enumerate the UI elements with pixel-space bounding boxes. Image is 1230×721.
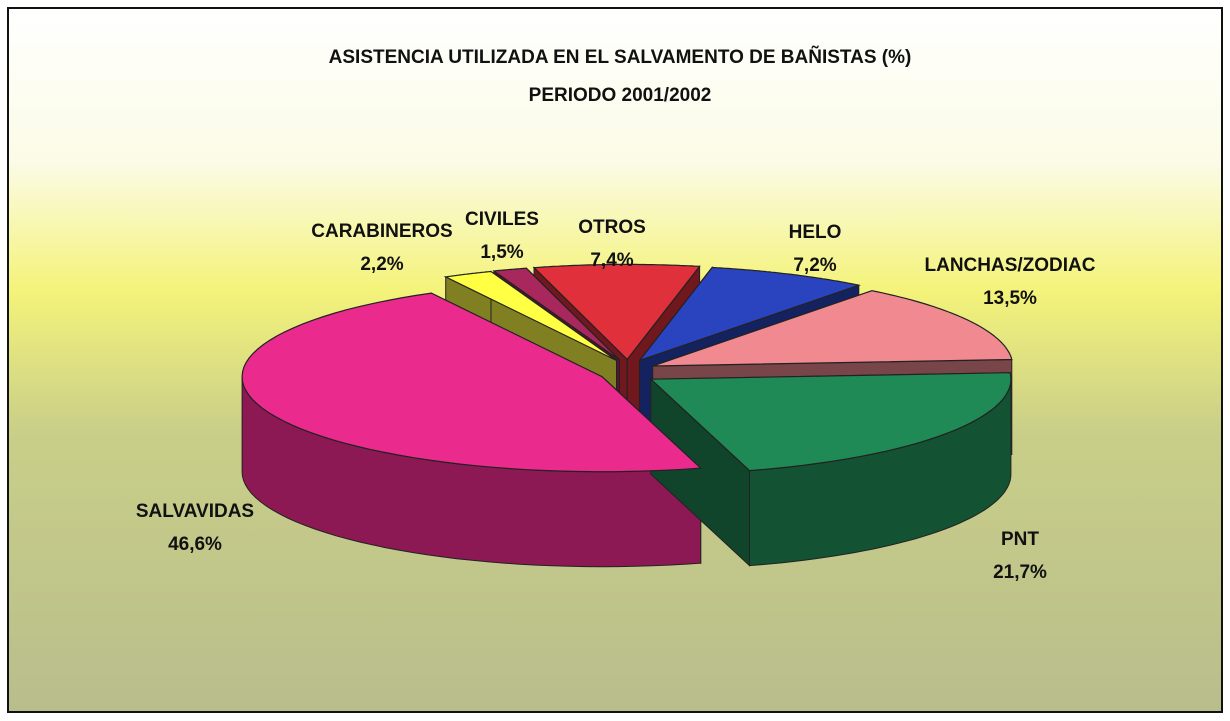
slice: [652, 290, 1013, 367]
slice-value-label: 13,5%: [983, 288, 1037, 309]
slice: [649, 372, 1012, 472]
slice-label: SALVAVIDAS: [136, 501, 254, 522]
slice: [637, 266, 861, 362]
slice-value-label: 7,2%: [793, 255, 836, 276]
slice: [532, 263, 701, 361]
slice-value-label: 21,7%: [993, 562, 1047, 583]
slice-value-label: 7,4%: [590, 250, 633, 271]
slice: [443, 270, 617, 362]
slice-label: CIVILES: [465, 209, 539, 230]
slice-label: OTROS: [578, 217, 646, 238]
slice: [492, 267, 620, 361]
slice-label: PNT: [1001, 529, 1039, 550]
chart-title: ASISTENCIA UTILIZADA EN EL SALVAMENTO DE…: [329, 46, 912, 68]
chart-subtitle: PERIODO 2001/2002: [529, 85, 712, 106]
slice-label: CARABINEROS: [311, 221, 452, 242]
slice-label: LANCHAS/ZODIAC: [925, 255, 1096, 276]
slice: [241, 292, 703, 473]
slice-value-label: 1,5%: [480, 242, 523, 263]
slice-label: HELO: [789, 222, 842, 243]
slice-value-label: 46,6%: [168, 534, 222, 555]
slice-value-label: 2,2%: [360, 254, 403, 275]
